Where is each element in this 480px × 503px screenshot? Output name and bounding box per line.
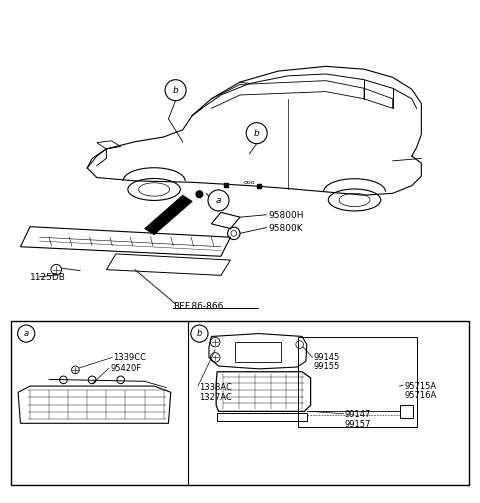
Text: a: a — [216, 196, 221, 205]
Text: 99145: 99145 — [314, 353, 340, 362]
Text: 95715A: 95715A — [405, 382, 437, 390]
Text: 95716A: 95716A — [405, 391, 437, 400]
Text: b: b — [173, 86, 179, 95]
Polygon shape — [97, 141, 120, 149]
Text: b: b — [197, 329, 202, 338]
Circle shape — [246, 123, 267, 144]
Text: 1327AC: 1327AC — [199, 392, 232, 401]
Text: 99155: 99155 — [314, 363, 340, 372]
Text: 1338AC: 1338AC — [199, 383, 232, 392]
Text: 95800K: 95800K — [269, 224, 303, 233]
Circle shape — [18, 325, 35, 342]
Text: 95420F: 95420F — [110, 364, 141, 373]
Polygon shape — [144, 195, 192, 235]
Text: 99157: 99157 — [345, 420, 372, 429]
Text: 1125DB: 1125DB — [30, 273, 66, 282]
Circle shape — [191, 325, 208, 342]
Text: 1339CC: 1339CC — [114, 353, 146, 362]
Text: a: a — [24, 329, 29, 338]
Text: ooo: ooo — [244, 180, 255, 185]
Text: b: b — [254, 129, 260, 138]
Text: 95800H: 95800H — [269, 211, 304, 220]
Circle shape — [196, 191, 203, 198]
Circle shape — [165, 79, 186, 101]
Text: 99147: 99147 — [345, 410, 372, 419]
Circle shape — [208, 190, 229, 211]
Text: REF.86-866: REF.86-866 — [173, 302, 224, 311]
